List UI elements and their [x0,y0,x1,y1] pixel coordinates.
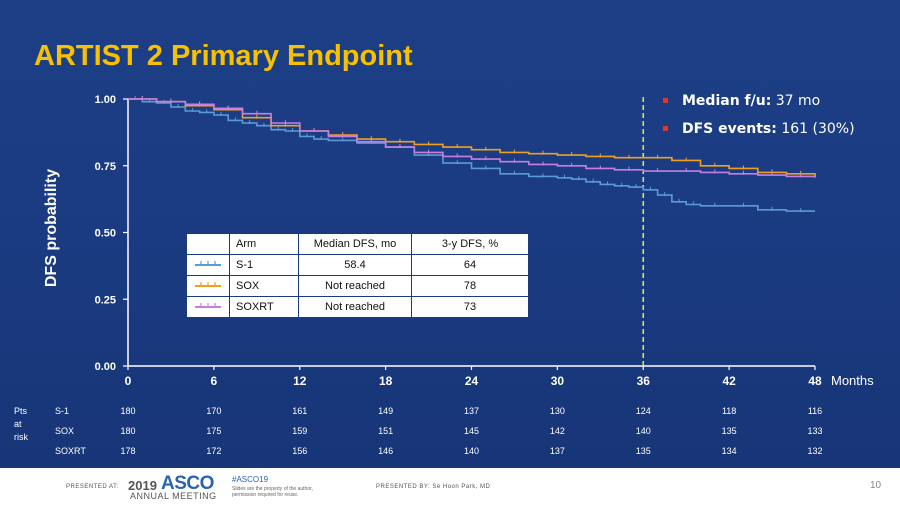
x-tick-label: 30 [551,374,565,388]
risk-value: 172 [206,446,222,456]
risk-value: 130 [549,406,565,416]
risk-value: 149 [378,406,394,416]
risk-value: 142 [549,426,565,436]
bullet-icon [663,125,668,131]
y-tick-label: 0.50 [95,228,116,240]
risk-arm-label: SOXRT [55,446,86,456]
y-tick-label: 0.75 [95,161,116,173]
hashtag: #ASCO19 [232,475,269,484]
legend-line-soxrt [195,303,221,308]
risk-value: 140 [463,446,480,456]
x-tick-label: 12 [293,374,307,388]
asco-meeting: ANNUAL MEETING [130,491,217,501]
risk-label-line: at [14,419,22,429]
table-cell-arm: SOX [229,275,299,297]
risk-value: 118 [721,406,737,416]
x-axis-label: Months [831,373,874,388]
risk-value: 175 [206,426,222,436]
x-tick-label: 18 [379,374,393,388]
table-row: S-1 58.4 64 [186,254,529,276]
risk-table: Pts at risk S-1 SOX SOXRT 180 170 161 149 13… [0,0,900,468]
x-tick-label: 24 [465,374,479,388]
risk-value: 134 [721,446,737,456]
risk-value: 159 [292,426,308,436]
km-chart: 0.00 0.25 0.50 0.75 1.00 0 6 12 18 24 30 36 42 48 Mont… [95,94,875,388]
summary-table: Arm Median DFS, mo 3-y DFS, % S-1 58.4 6… [186,233,529,318]
disclaimer: Slides are the property of the author, p… [232,486,313,498]
x-tick-label: 0 [125,374,132,388]
table-cell-median: Not reached [298,296,412,318]
risk-arm-label: S-1 [55,406,70,416]
risk-value: 132 [807,446,823,456]
table-row: SOXRT Not reached 73 [186,296,529,318]
risk-value: 156 [292,446,308,456]
bullet-icon [663,97,668,103]
risk-value: 180 [120,406,136,416]
disclaimer-line: permission required for reuse. [232,492,299,498]
risk-value: 137 [549,446,565,456]
km-curve-soxrt [128,98,816,178]
table-cell-dfs3y: 78 [411,275,529,297]
table-cell-dfs3y: 73 [411,296,529,318]
asco-year: 2019 [128,478,157,493]
legend-line-s1 [195,261,221,266]
risk-value: 140 [635,426,651,436]
table-row: SOX Not reached 78 [186,275,529,297]
presented-at-label: PRESENTED AT: [66,484,119,490]
x-tick-label: 48 [808,374,822,388]
legend-dfs-events: DFS events: 161 (30%) [663,121,855,137]
risk-label-line: risk [14,432,28,442]
legend-line-sox [195,282,221,287]
chart-series [128,96,816,366]
presented-by: PRESENTED BY: Se Hoon Park, MD [376,484,490,490]
slide-title: ARTIST 2 Primary Endpoint [34,40,413,72]
x-tick-label: 42 [722,374,736,388]
risk-value: 180 [120,426,136,436]
y-tick-label: 1.00 [95,94,116,106]
risk-value: 116 [807,406,823,416]
risk-value: 145 [463,426,480,436]
legend-median-followup: Median f/u: 37 mo [663,93,820,109]
risk-value: 170 [206,406,222,416]
risk-value: 135 [721,426,737,436]
x-tick-label: 6 [211,374,218,388]
table-cell-arm: SOXRT [229,296,299,318]
y-tick-label: 0.25 [95,294,116,306]
series-symbol-s1 [186,254,230,276]
risk-value: 133 [807,426,823,436]
asco-logo: 2019 ASCO ANNUAL MEETING [128,472,218,502]
page-number: 10 [870,480,882,491]
legend-label: Median f/u: [682,93,772,109]
risk-value: 124 [635,406,651,416]
asco-brand: ASCO [161,473,214,494]
footer: PRESENTED AT: 2019 ASCO ANNUAL MEETING #… [0,468,900,506]
chart-ticks: 0.00 0.25 0.50 0.75 1.00 0 6 12 18 24 30 36 42 48 Mont… [95,94,875,388]
risk-arm-label: SOX [55,426,75,436]
risk-value: 137 [463,406,480,416]
legend-value: 37 mo [775,93,821,109]
risk-value: 146 [378,446,394,456]
km-curve-sox [128,98,816,177]
presented-by-label: PRESENTED BY: [376,484,431,490]
legend-label: DFS events: [682,121,777,137]
risk-value: 178 [120,446,136,456]
disclaimer-line: Slides are the property of the author, [232,486,313,492]
risk-value: 135 [635,446,651,456]
risk-value: 161 [292,406,308,416]
x-tick-label: 36 [637,374,651,388]
y-tick-label: 0.00 [95,361,116,373]
slide-background: ARTIST 2 Primary Endpoint 0.00 0.25 0.50 0.… [0,0,900,468]
risk-label-line: Pts [14,406,28,416]
legend-value: 161 (30%) [781,121,855,137]
risk-value: 151 [378,426,394,436]
presenter-name: Se Hoon Park, MD [432,484,491,490]
